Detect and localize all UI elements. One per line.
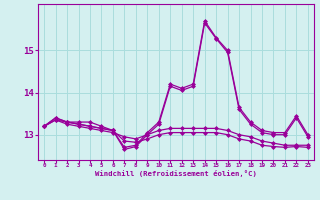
X-axis label: Windchill (Refroidissement éolien,°C): Windchill (Refroidissement éolien,°C) (95, 170, 257, 177)
